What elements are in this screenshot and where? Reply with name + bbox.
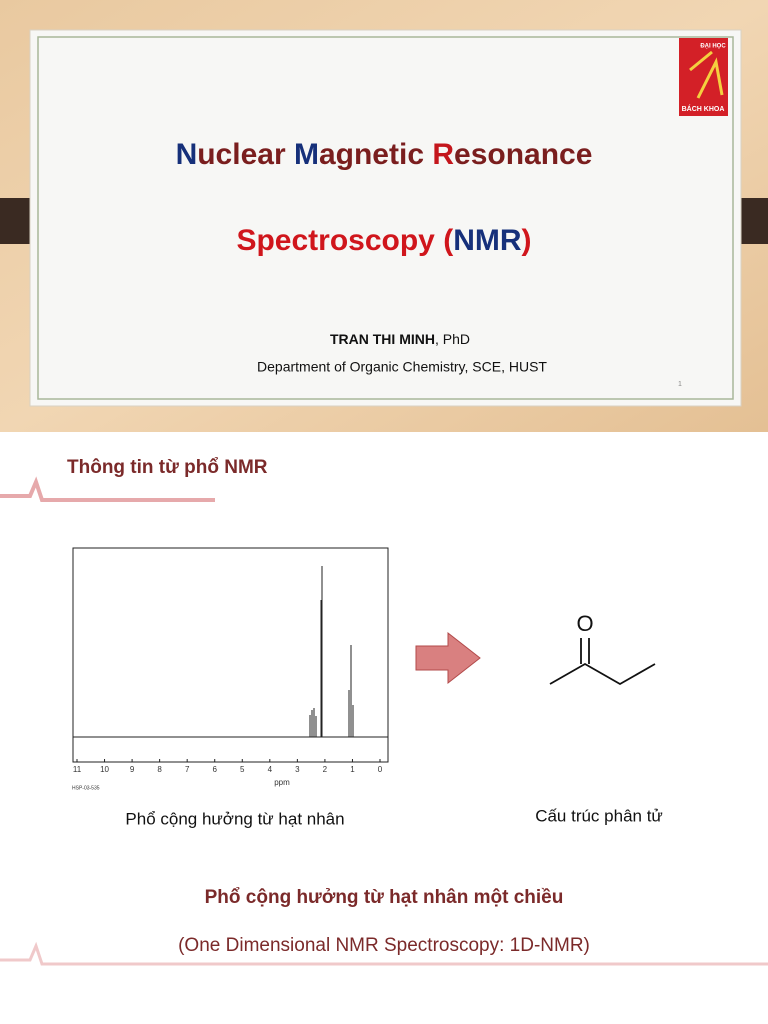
subtitle: Phổ cộng hưởng từ hạt nhân một chiều (205, 887, 564, 908)
title-part: agnetic (319, 138, 432, 171)
title-part: M (294, 138, 319, 171)
logo-mark (689, 50, 724, 99)
tick-label: 9 (130, 765, 135, 774)
tick-label: 6 (213, 765, 218, 774)
logo-bottom: BÁCH KHOA (682, 104, 725, 113)
caption-right: Cấu trúc phân tử (535, 806, 663, 825)
spectrum-ticks: 11 10 9 8 7 6 5 4 3 2 1 0 (73, 759, 383, 774)
tick-label: 4 (268, 765, 273, 774)
logo-top: ĐẠI HỌC (700, 44, 726, 50)
footer-line (0, 941, 768, 966)
logo-bg (679, 38, 728, 116)
slide2-heading: Thông tin từ phổ NMR (67, 457, 268, 478)
tick-label: 8 (157, 765, 162, 774)
tick-label: 2 (323, 765, 328, 774)
author: TRAN THI MINH, PhD (330, 331, 470, 347)
author-name: TRAN THI MINH (330, 331, 435, 347)
slide-card (29, 29, 742, 407)
title-part: uclear (197, 138, 294, 171)
tick-label: 3 (295, 765, 300, 774)
title-part: R (432, 138, 454, 171)
title-line2: Spectroscopy (NMR) (236, 224, 531, 257)
title-part: NMR (453, 224, 522, 257)
title-part: esonance (454, 138, 592, 171)
spectrum: 11 10 9 8 7 6 5 4 3 2 1 0 ppm HSP-03-535 (72, 547, 389, 791)
tick-label: 0 (378, 765, 383, 774)
tick-label: 5 (240, 765, 245, 774)
title-part: N (176, 138, 198, 171)
molecule: O (549, 611, 656, 686)
tick-label: 10 (100, 765, 109, 774)
title-part: Spectroscopy ( (236, 224, 453, 257)
caption-left: Phổ cộng hưởng từ hạt nhân (125, 809, 344, 828)
heading-underline (0, 476, 215, 502)
tick-label: 11 (73, 765, 82, 774)
subtitle-en: (One Dimensional NMR Spectroscopy: 1D-NM… (178, 935, 590, 956)
bonds (549, 638, 656, 686)
spectrum-frame (72, 547, 389, 763)
title-part: ) (522, 224, 532, 257)
arrow (415, 631, 481, 685)
spectrum-code: HSP-03-535 (72, 785, 100, 791)
slide-border (37, 36, 734, 400)
author-degree: , PhD (435, 331, 470, 347)
department: Department of Organic Chemistry, SCE, HU… (257, 359, 547, 375)
oxygen-atom: O (576, 611, 593, 636)
logo: ĐẠI HỌC BÁCH KHOA (679, 38, 728, 116)
title-line1: Nuclear Magnetic Resonance (176, 138, 593, 171)
tick-label: 7 (185, 765, 190, 774)
page-number: 1 (678, 381, 682, 388)
tick-label: 1 (350, 765, 355, 774)
spectrum-peaks (309, 566, 354, 737)
spectrum-unit: ppm (274, 778, 290, 787)
